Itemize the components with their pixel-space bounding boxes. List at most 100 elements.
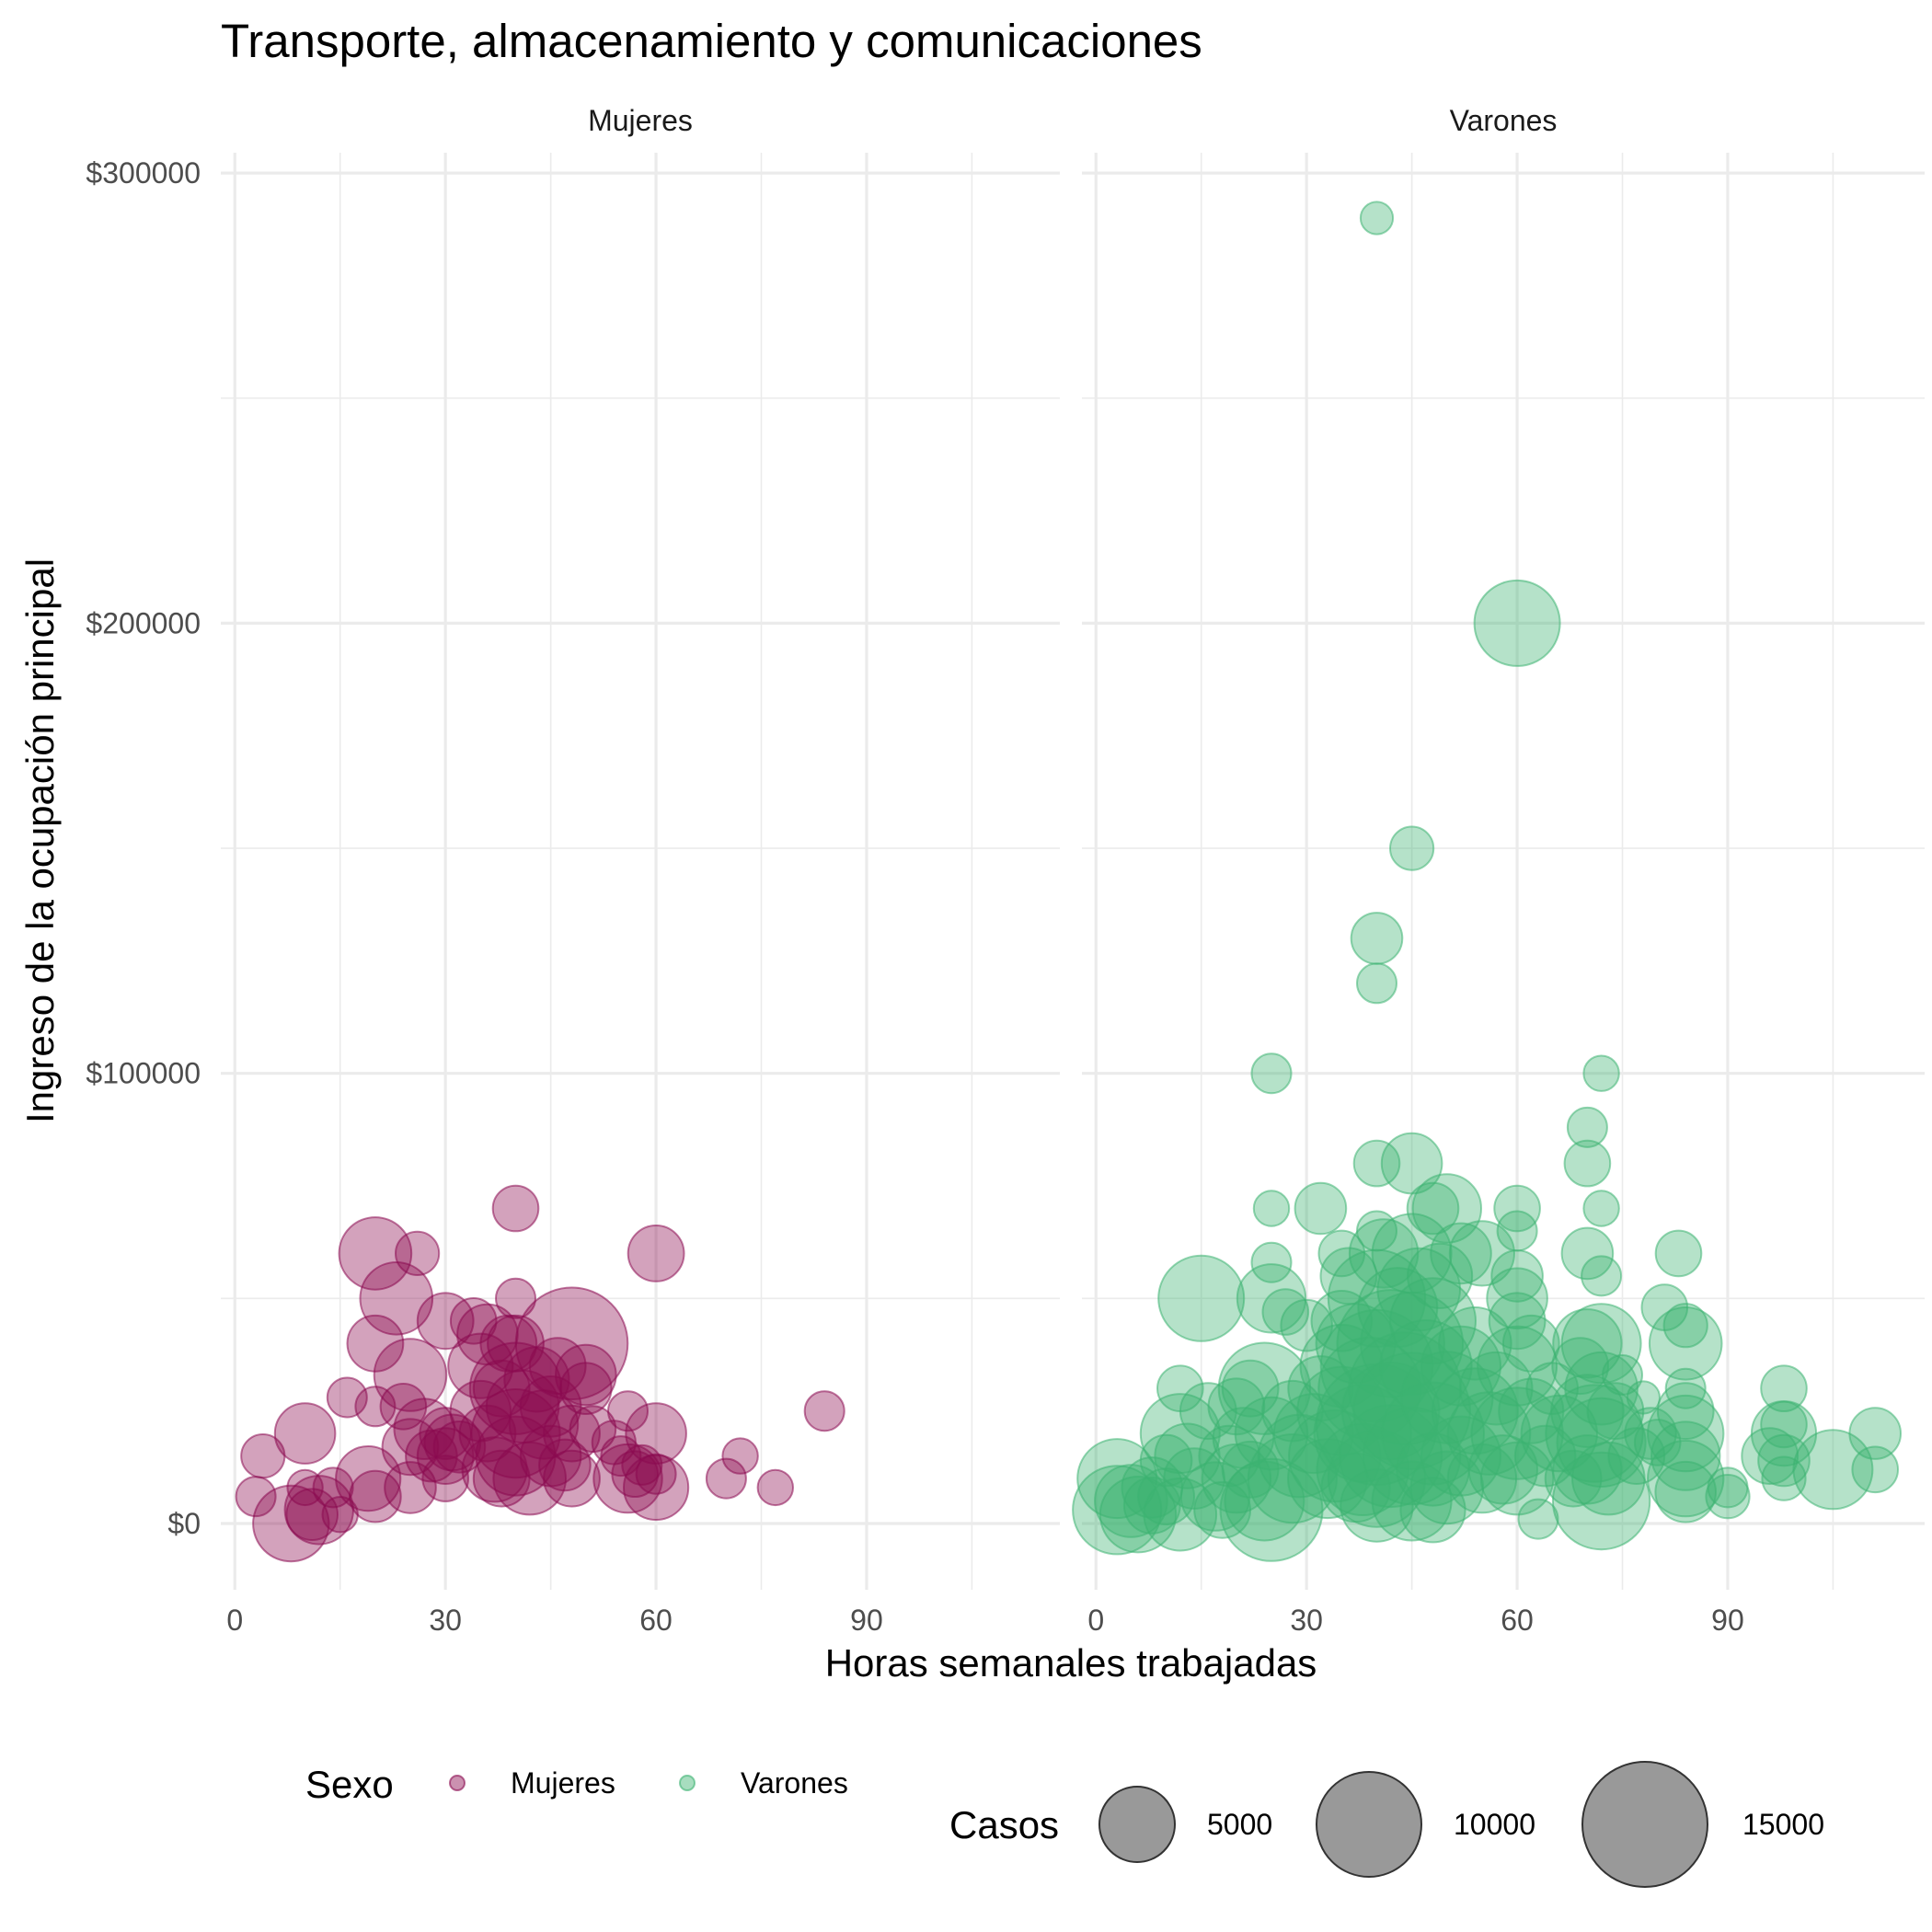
data-point-mujeres	[349, 1469, 402, 1524]
panel-varones-points	[1072, 201, 1902, 1562]
data-point-mujeres	[285, 1488, 339, 1541]
data-point-mujeres	[335, 1445, 402, 1512]
data-point-varones	[1431, 1367, 1519, 1455]
data-point-varones	[1224, 1460, 1305, 1542]
x-tick-label: 90	[850, 1604, 883, 1637]
data-point-mujeres	[607, 1390, 649, 1432]
data-point-mujeres	[625, 1402, 687, 1465]
data-point-varones	[1654, 1229, 1703, 1278]
data-point-mujeres	[756, 1468, 794, 1507]
data-point-varones	[1409, 1450, 1485, 1525]
data-point-varones	[1430, 1222, 1492, 1285]
data-point-varones	[1544, 1449, 1603, 1508]
data-point-varones	[1379, 1319, 1473, 1413]
data-point-varones	[1350, 912, 1404, 965]
legend-label-mujeres: Mujeres	[511, 1766, 615, 1800]
data-point-varones	[1359, 201, 1395, 236]
legend-key-mujeres	[449, 1775, 466, 1791]
data-point-varones	[1341, 1362, 1441, 1461]
data-point-varones	[1477, 1325, 1558, 1407]
data-point-varones	[1486, 1267, 1548, 1330]
panel-mujeres: Mujeres	[221, 104, 1060, 1590]
data-point-varones	[1633, 1419, 1682, 1466]
facet-strip-varones: Varones	[1450, 104, 1558, 137]
x-tick-label: 60	[639, 1604, 673, 1637]
data-point-mujeres	[381, 1418, 440, 1477]
data-point-varones	[1501, 1314, 1560, 1373]
data-point-varones	[1648, 1306, 1723, 1381]
data-point-varones	[1566, 1106, 1608, 1148]
data-point-varones	[1552, 1308, 1623, 1379]
data-point-varones	[1571, 1441, 1646, 1516]
data-point-mujeres	[338, 1216, 413, 1291]
data-point-mujeres	[359, 1261, 434, 1336]
data-point-varones	[1327, 1248, 1427, 1349]
data-point-mujeres	[495, 1277, 536, 1319]
data-point-varones	[1179, 1461, 1251, 1532]
data-point-mujeres	[623, 1454, 690, 1522]
data-point-mujeres	[346, 1314, 405, 1373]
data-point-mujeres	[286, 1468, 324, 1507]
data-point-varones	[1236, 1263, 1307, 1334]
data-point-varones	[1438, 1306, 1512, 1381]
data-point-mujeres	[326, 1376, 368, 1419]
data-point-varones	[1654, 1460, 1717, 1524]
data-point-varones	[1252, 1190, 1291, 1227]
data-point-mujeres	[423, 1413, 482, 1472]
panel-varones: Varones	[1072, 104, 1925, 1590]
data-point-mujeres	[721, 1437, 759, 1475]
data-point-varones	[1705, 1474, 1751, 1520]
data-point-varones	[1376, 1247, 1461, 1332]
legend-size-key-10000	[1316, 1771, 1422, 1878]
data-point-varones	[1488, 1292, 1547, 1351]
legend-size: Casos 5000 10000 15000	[949, 1761, 1824, 1888]
data-point-varones	[1664, 1367, 1707, 1409]
y-tick-label: $300000	[86, 156, 201, 190]
data-point-varones	[1250, 1052, 1293, 1095]
data-point-varones	[1490, 1249, 1544, 1303]
data-point-mujeres	[555, 1343, 617, 1407]
x-axis-title: Horas semanales trabajadas	[825, 1641, 1317, 1685]
data-point-varones	[1473, 579, 1561, 667]
data-point-mujeres	[543, 1404, 601, 1463]
data-point-varones	[1647, 1439, 1725, 1518]
x-axis-tick-labels: 0 30 60 90 0 30 60 90	[226, 1604, 1743, 1637]
legend-color-title: Sexo	[305, 1763, 394, 1806]
data-point-varones	[1157, 1254, 1246, 1342]
data-point-varones	[1848, 1407, 1902, 1460]
data-point-varones	[1517, 1498, 1559, 1540]
data-point-mujeres	[416, 1292, 475, 1351]
data-point-varones	[1352, 1139, 1401, 1188]
data-point-varones	[1362, 1406, 1462, 1506]
data-point-varones	[1493, 1184, 1541, 1233]
data-point-mujeres	[449, 1297, 498, 1345]
legend-size-title: Casos	[949, 1803, 1059, 1846]
data-point-mujeres	[273, 1402, 337, 1465]
legend-size-label-10000: 10000	[1454, 1808, 1535, 1841]
data-point-varones	[1582, 1054, 1620, 1092]
data-point-varones	[1581, 1255, 1623, 1297]
data-point-varones	[1626, 1380, 1662, 1415]
data-point-varones	[1545, 1384, 1644, 1483]
data-point-mujeres	[421, 1455, 470, 1502]
data-point-mujeres	[635, 1453, 677, 1495]
data-point-varones	[1757, 1433, 1811, 1488]
x-tick-label: 30	[429, 1604, 462, 1637]
data-point-varones	[1563, 1139, 1612, 1188]
data-point-varones	[1551, 1451, 1651, 1551]
data-point-mujeres	[395, 1230, 441, 1277]
y-axis-title: Ingreso de la ocupación principal	[18, 558, 62, 1123]
facet-strip-mujeres: Mujeres	[588, 104, 693, 137]
data-point-varones	[1851, 1445, 1899, 1494]
data-point-varones	[1406, 1181, 1460, 1236]
data-point-varones	[1662, 1303, 1708, 1349]
x-tick-label: 30	[1290, 1604, 1323, 1637]
data-point-varones	[1741, 1427, 1800, 1485]
x-tick-label: 0	[1087, 1604, 1104, 1637]
data-point-varones	[1479, 1441, 1555, 1516]
data-point-varones	[1650, 1420, 1721, 1491]
legend-key-varones	[679, 1775, 696, 1791]
y-tick-label: $100000	[86, 1057, 201, 1090]
data-point-mujeres	[559, 1362, 613, 1415]
